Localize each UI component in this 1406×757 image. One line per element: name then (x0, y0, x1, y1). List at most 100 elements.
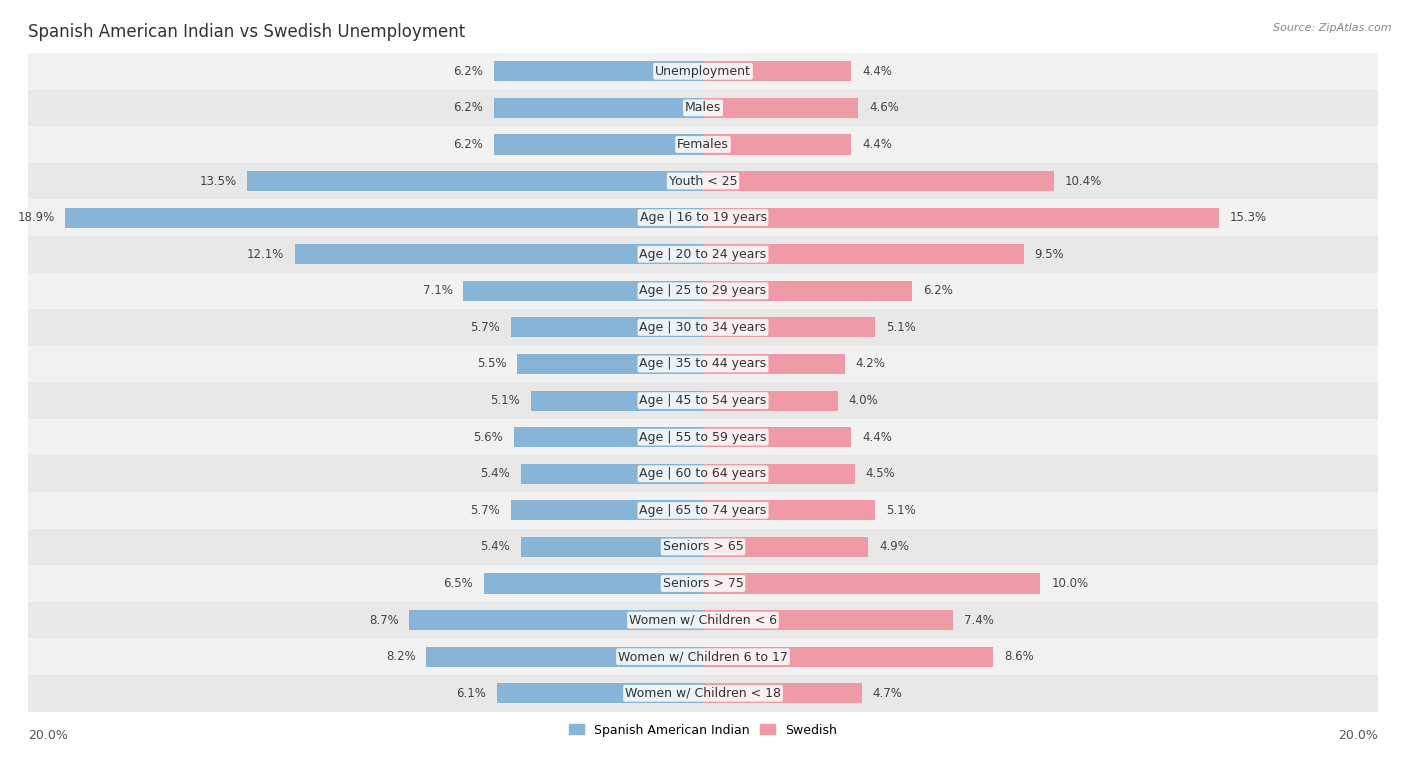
Text: Seniors > 75: Seniors > 75 (662, 577, 744, 590)
Bar (494, 135, 703, 154)
Text: Age | 35 to 44 years: Age | 35 to 44 years (640, 357, 766, 370)
Text: 5.6%: 5.6% (474, 431, 503, 444)
Bar (28, 89, 1378, 126)
Bar (703, 427, 852, 447)
Text: Seniors > 65: Seniors > 65 (662, 540, 744, 553)
Text: Age | 25 to 29 years: Age | 25 to 29 years (640, 285, 766, 298)
Text: Youth < 25: Youth < 25 (669, 175, 737, 188)
Bar (703, 537, 869, 557)
Text: 5.4%: 5.4% (481, 540, 510, 553)
Bar (703, 574, 1040, 593)
Text: 5.1%: 5.1% (886, 321, 915, 334)
Text: 6.2%: 6.2% (453, 65, 484, 78)
Text: 10.4%: 10.4% (1064, 175, 1102, 188)
Bar (703, 646, 993, 667)
Text: 6.2%: 6.2% (922, 285, 953, 298)
Bar (65, 207, 703, 228)
Text: 5.5%: 5.5% (477, 357, 506, 370)
Text: 5.4%: 5.4% (481, 467, 510, 480)
Text: 4.9%: 4.9% (879, 540, 910, 553)
Text: 12.1%: 12.1% (246, 248, 284, 260)
Text: 15.3%: 15.3% (1230, 211, 1267, 224)
Text: Age | 20 to 24 years: Age | 20 to 24 years (640, 248, 766, 260)
Text: 4.4%: 4.4% (862, 65, 893, 78)
Bar (703, 281, 912, 301)
Text: 13.5%: 13.5% (200, 175, 236, 188)
Text: 4.7%: 4.7% (872, 687, 903, 699)
Text: 4.6%: 4.6% (869, 101, 898, 114)
Text: 8.2%: 8.2% (385, 650, 416, 663)
Text: Males: Males (685, 101, 721, 114)
Bar (28, 419, 1378, 456)
Bar (247, 171, 703, 191)
Bar (28, 309, 1378, 346)
Text: Age | 16 to 19 years: Age | 16 to 19 years (640, 211, 766, 224)
Bar (28, 126, 1378, 163)
Text: 7.4%: 7.4% (963, 614, 994, 627)
Text: Women w/ Children < 6: Women w/ Children < 6 (628, 614, 778, 627)
Text: Source: ZipAtlas.com: Source: ZipAtlas.com (1274, 23, 1392, 33)
Bar (28, 53, 1378, 89)
Bar (28, 456, 1378, 492)
Text: 4.4%: 4.4% (862, 138, 893, 151)
Bar (510, 317, 703, 338)
Text: 5.7%: 5.7% (470, 321, 501, 334)
Text: 8.7%: 8.7% (368, 614, 399, 627)
Bar (28, 565, 1378, 602)
Bar (494, 61, 703, 81)
Text: 6.1%: 6.1% (457, 687, 486, 699)
Text: 5.1%: 5.1% (886, 504, 915, 517)
Text: Age | 65 to 74 years: Age | 65 to 74 years (640, 504, 766, 517)
Text: Women w/ Children 6 to 17: Women w/ Children 6 to 17 (619, 650, 787, 663)
Bar (703, 245, 1024, 264)
Text: 5.7%: 5.7% (470, 504, 501, 517)
Bar (703, 61, 852, 81)
Bar (28, 273, 1378, 309)
Bar (703, 500, 875, 520)
Text: 4.4%: 4.4% (862, 431, 893, 444)
Bar (464, 281, 703, 301)
Bar (703, 610, 953, 630)
Bar (703, 207, 1219, 228)
Bar (498, 684, 703, 703)
Text: Females: Females (678, 138, 728, 151)
Bar (28, 199, 1378, 236)
Bar (515, 427, 703, 447)
Bar (703, 391, 838, 410)
Text: 4.0%: 4.0% (849, 394, 879, 407)
Bar (703, 354, 845, 374)
Text: Age | 60 to 64 years: Age | 60 to 64 years (640, 467, 766, 480)
Bar (703, 684, 862, 703)
Bar (494, 98, 703, 118)
Legend: Spanish American Indian, Swedish: Spanish American Indian, Swedish (564, 718, 842, 742)
Text: 8.6%: 8.6% (1004, 650, 1033, 663)
Bar (703, 98, 858, 118)
Bar (703, 135, 852, 154)
Text: 4.2%: 4.2% (855, 357, 886, 370)
Bar (520, 464, 703, 484)
Bar (28, 675, 1378, 712)
Text: 7.1%: 7.1% (423, 285, 453, 298)
Bar (703, 171, 1054, 191)
Bar (409, 610, 703, 630)
Text: Age | 55 to 59 years: Age | 55 to 59 years (640, 431, 766, 444)
Text: Age | 45 to 54 years: Age | 45 to 54 years (640, 394, 766, 407)
Bar (28, 492, 1378, 528)
Text: 6.2%: 6.2% (453, 101, 484, 114)
Bar (531, 391, 703, 410)
Bar (28, 346, 1378, 382)
Text: Age | 30 to 34 years: Age | 30 to 34 years (640, 321, 766, 334)
Text: Women w/ Children < 18: Women w/ Children < 18 (626, 687, 780, 699)
Text: 18.9%: 18.9% (17, 211, 55, 224)
Bar (426, 646, 703, 667)
Bar (28, 163, 1378, 199)
Bar (295, 245, 703, 264)
Text: 4.5%: 4.5% (866, 467, 896, 480)
Bar (28, 528, 1378, 565)
Bar (28, 602, 1378, 638)
Text: 5.1%: 5.1% (491, 394, 520, 407)
Bar (28, 638, 1378, 675)
Text: 20.0%: 20.0% (28, 729, 67, 742)
Bar (703, 317, 875, 338)
Bar (28, 236, 1378, 273)
